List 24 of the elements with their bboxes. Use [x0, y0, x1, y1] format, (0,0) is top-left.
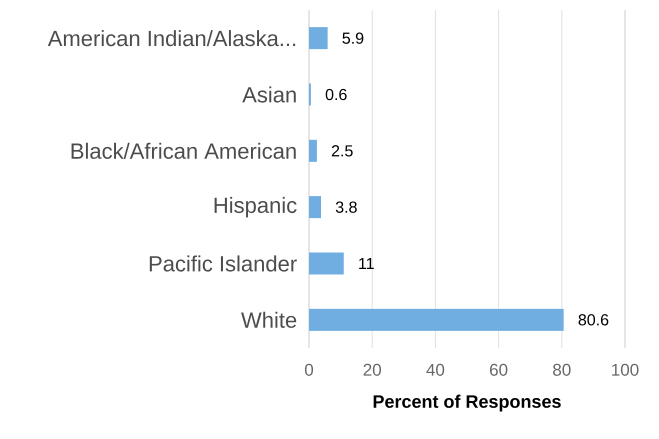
bar: [309, 140, 317, 162]
data-label: 0.6: [326, 88, 347, 100]
data-label: 80.6: [578, 314, 608, 326]
x-tick-label: 0: [304, 364, 314, 376]
y-tick-label: White: [241, 312, 296, 328]
x-tick-label: 80: [553, 364, 571, 376]
x-tick-label: 60: [490, 364, 508, 376]
y-tick-label: American Indian/Alaska...: [48, 30, 296, 46]
y-tick-label: Black/African American: [72, 142, 296, 159]
y-tick-label: Hispanic: [214, 196, 297, 218]
y-tick-label: Pacific Islander: [150, 255, 297, 272]
y-tick-label: Asian: [242, 86, 296, 103]
bar: [309, 196, 322, 218]
bar: [309, 252, 344, 274]
x-tick-label: 40: [426, 364, 444, 376]
data-label: 11: [359, 258, 374, 269]
data-label: 2.5: [332, 145, 353, 156]
data-label: 5.9: [342, 32, 364, 44]
bar: [309, 27, 328, 50]
x-tick-label: 20: [364, 364, 381, 376]
x-tick-label: 100: [612, 364, 639, 376]
bar: [309, 308, 564, 331]
data-label: 3.8: [336, 202, 357, 213]
x-axis-title: Percent of Responses: [374, 394, 561, 412]
